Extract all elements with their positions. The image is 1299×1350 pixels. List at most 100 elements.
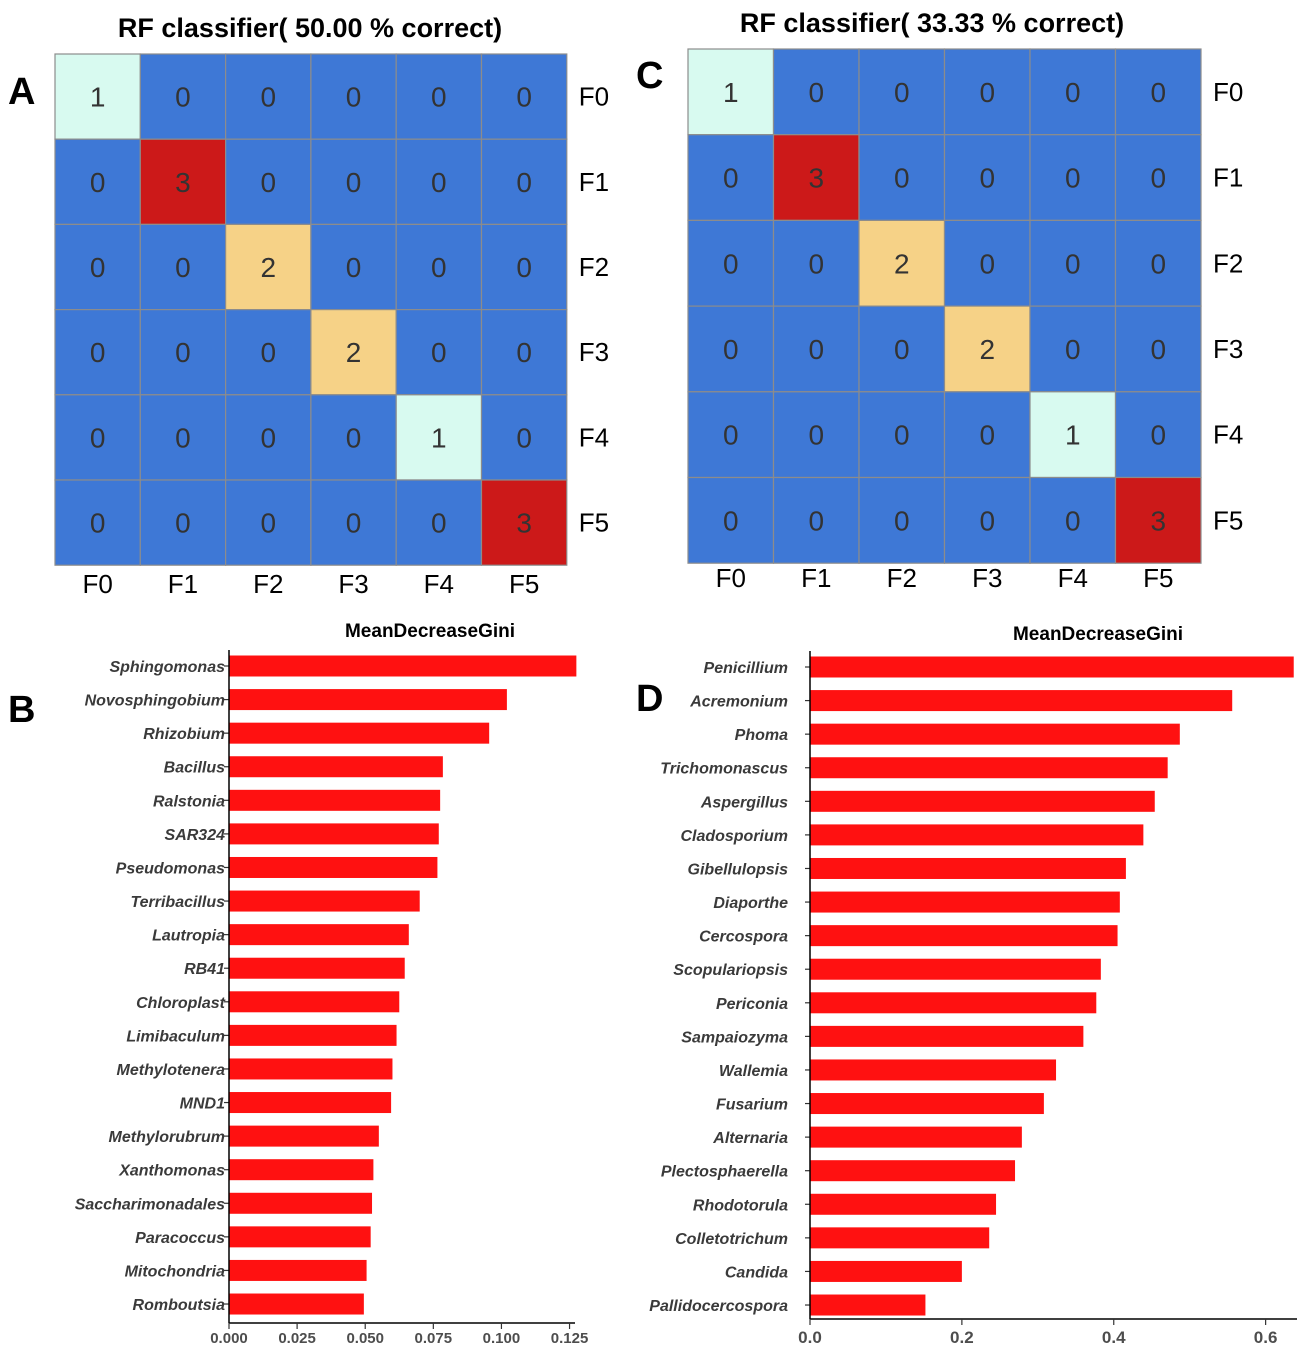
cell-value: 0 (431, 82, 447, 113)
matrix-cell (54, 309, 141, 396)
cell-value: 0 (516, 167, 532, 198)
cell-value: 0 (723, 505, 739, 536)
bar (229, 655, 577, 677)
matrix-cell (54, 53, 141, 140)
row-label: F0 (579, 82, 609, 112)
cell-value: 0 (979, 163, 995, 194)
cell-value: 1 (723, 77, 739, 108)
matrix-cell (687, 391, 775, 479)
matrix-cell (772, 219, 860, 307)
matrix-cell (943, 476, 1031, 564)
matrix-cell (395, 479, 483, 566)
category-label: Pallidocercospora (649, 1298, 788, 1315)
matrix-cell (480, 394, 568, 481)
category-label: Mitochondria (125, 1263, 226, 1280)
matrix-cell (772, 476, 860, 564)
matrix-cell (480, 309, 568, 396)
matrix-cell (687, 219, 775, 307)
cell-value: 0 (1065, 248, 1081, 279)
cell-value: 0 (260, 422, 276, 453)
cell-value: 0 (808, 505, 824, 536)
matrix-cell (225, 394, 312, 481)
x-tick-label: 0.050 (346, 1330, 384, 1347)
cell-value: 0 (175, 508, 191, 539)
bar (229, 756, 443, 778)
cell-value: 1 (1065, 420, 1081, 451)
row-label: F1 (1213, 163, 1243, 193)
category-label: Paracoccus (135, 1230, 225, 1247)
matrix-cell (310, 223, 397, 311)
category-label: Rhodotorula (693, 1197, 788, 1214)
cell-value: 0 (894, 163, 910, 194)
category-label: Candida (725, 1264, 788, 1281)
cell-value: 0 (431, 252, 447, 283)
matrix-cell (395, 223, 483, 311)
bar (810, 1059, 1057, 1081)
x-tick-label: 0.000 (210, 1330, 248, 1347)
matrix-cell (943, 391, 1031, 479)
cell-value: 0 (1150, 420, 1166, 451)
bar (229, 1226, 371, 1248)
bar (810, 690, 1233, 712)
cell-value: 0 (260, 167, 276, 198)
bar (229, 823, 439, 845)
chart-title: MeanDecreaseGini (345, 621, 515, 642)
cell-value: 0 (90, 252, 106, 283)
matrix-cell (480, 53, 568, 140)
bar (810, 790, 1155, 812)
bar (810, 1294, 926, 1316)
matrix-cell (480, 138, 568, 225)
matrix-cell (858, 134, 946, 221)
bar (810, 891, 1120, 913)
category-label: Sphingomonas (109, 659, 225, 676)
cell-value: 0 (979, 248, 995, 279)
cell-value: 0 (1150, 248, 1166, 279)
matrix-cell (858, 219, 946, 307)
category-label: Scopulariopsis (673, 962, 788, 979)
column-label: F0 (82, 569, 112, 599)
cell-value: 0 (90, 167, 106, 198)
category-label: Limibaculum (126, 1028, 225, 1045)
cell-value: 0 (1065, 163, 1081, 194)
x-tick-label: 0.125 (551, 1330, 589, 1347)
category-label: Ralstonia (153, 793, 225, 810)
column-label: F2 (253, 569, 283, 599)
bar (229, 924, 409, 946)
row-label: F1 (579, 167, 609, 197)
category-label: Fusarium (716, 1097, 788, 1114)
column-label: F3 (972, 563, 1002, 593)
category-label: RB41 (184, 961, 225, 978)
cell-value: 0 (808, 77, 824, 108)
bar (810, 1126, 1022, 1148)
matrix-cell (1114, 219, 1202, 307)
column-label: F4 (424, 569, 454, 599)
cell-value: 2 (346, 337, 362, 368)
bar (810, 857, 1126, 879)
bar (810, 992, 1097, 1014)
column-label: F1 (801, 563, 831, 593)
category-label: Saccharimonadales (75, 1196, 225, 1213)
chart-title: RF classifier( 33.33 % correct) (740, 8, 1124, 38)
matrix-cell (139, 53, 227, 140)
bar (810, 656, 1294, 678)
cell-value: 0 (260, 508, 276, 539)
cell-value: 0 (90, 337, 106, 368)
category-label: Chloroplast (136, 995, 226, 1012)
category-label: Penicillium (704, 660, 788, 677)
cell-value: 0 (723, 420, 739, 451)
cell-value: 0 (1150, 163, 1166, 194)
category-label: Methylotenera (117, 1062, 226, 1079)
category-label: Xanthomonas (118, 1163, 225, 1180)
x-tick-label: 0.6 (1254, 1328, 1278, 1347)
matrix-cell (310, 53, 397, 140)
matrix-cell (480, 223, 568, 311)
row-label: F3 (579, 337, 609, 367)
category-label: Trichomonascus (660, 761, 788, 778)
matrix-cell (858, 476, 946, 564)
bar (810, 1260, 962, 1282)
cell-value: 0 (260, 82, 276, 113)
category-label: Sampaiozyma (681, 1029, 788, 1046)
category-label: Terribacillus (130, 894, 225, 911)
matrix-cell (943, 48, 1031, 136)
importance-bar-chart-d: MeanDecreaseGini Penicillium Acremonium Pho… (649, 624, 1297, 1347)
